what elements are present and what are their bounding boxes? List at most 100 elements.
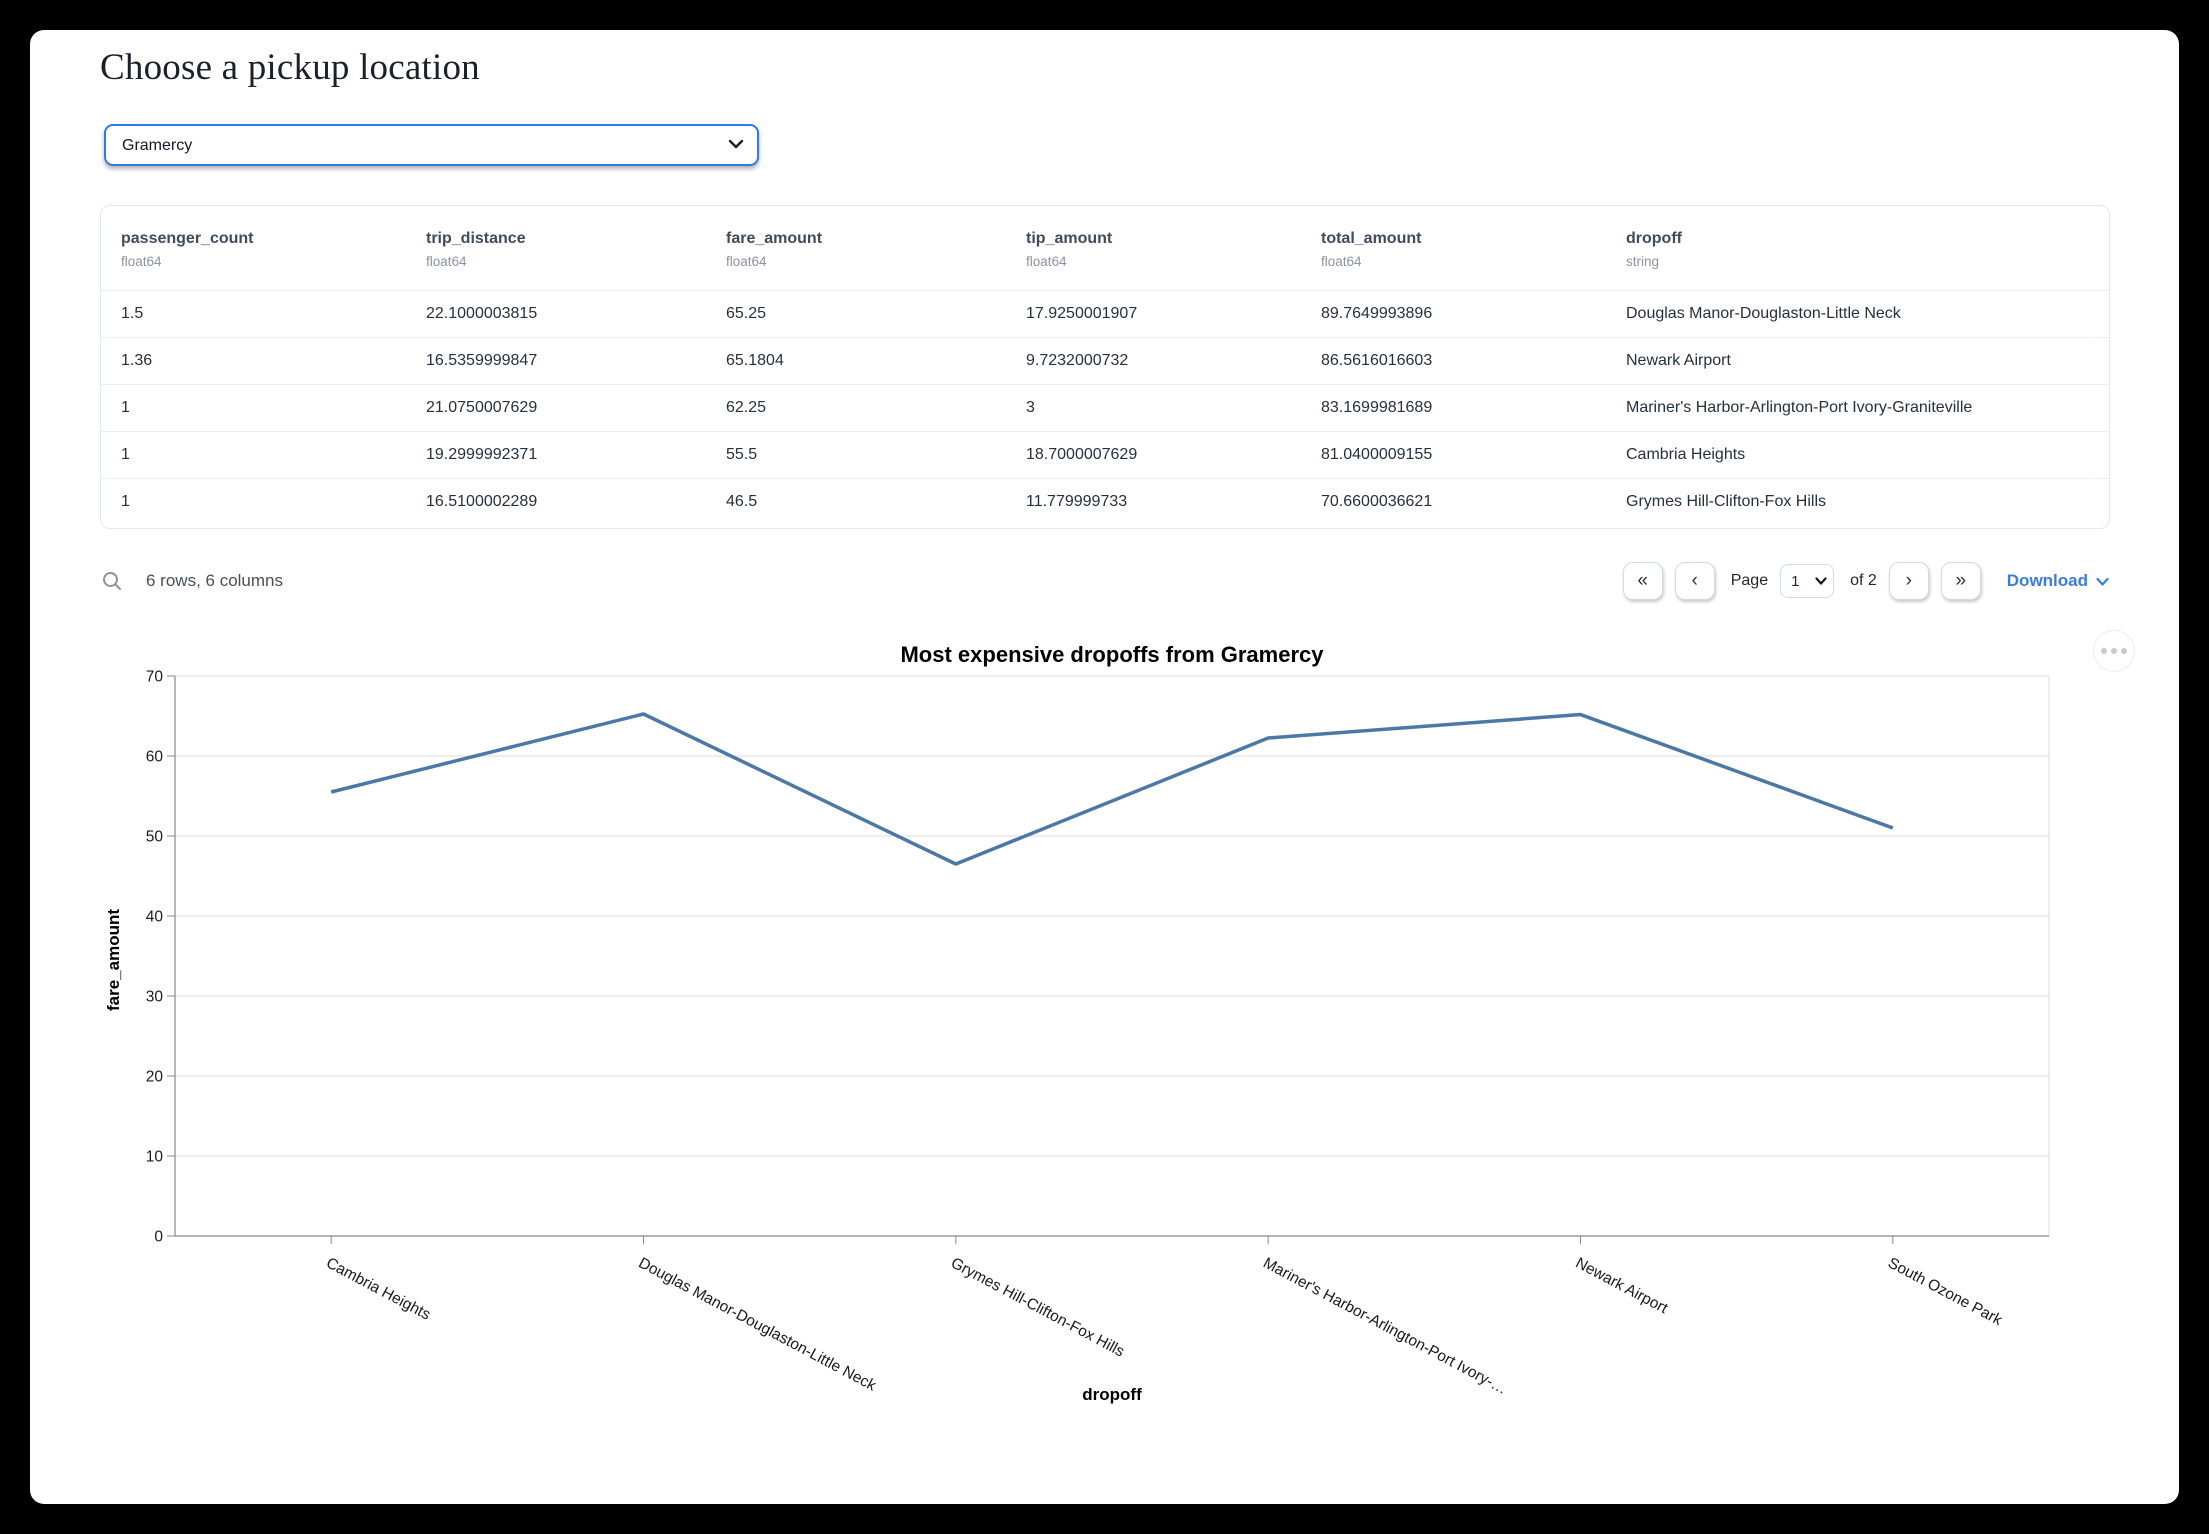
table-cell: 46.5 [726, 493, 758, 510]
page-select[interactable]: 1 [1780, 564, 1835, 598]
table-cell: 1 [121, 399, 130, 416]
table-row[interactable]: 1 21.0750007629 62.25 3 83.1699981689 Mariner… [101, 384, 2109, 431]
column-header: tip_amount float64 [1026, 226, 1321, 272]
column-name: trip_distance [426, 230, 526, 247]
table-cell: 3 [1026, 399, 1035, 416]
column-dtype: float64 [1321, 254, 1362, 269]
table-cell: 22.1000003815 [426, 305, 538, 322]
ellipsis-icon [2101, 648, 2107, 654]
table-cell: 55.5 [726, 446, 758, 463]
ellipsis-icon [2111, 648, 2117, 654]
table-cell: 19.2999992371 [426, 446, 538, 463]
y-tick-label: 50 [146, 829, 164, 846]
pagination: « ‹ Page 1 of 2 › » Download [1622, 562, 2110, 600]
y-tick-label: 40 [146, 909, 164, 926]
next-page-button[interactable]: › [1888, 562, 1929, 600]
column-dtype: float64 [121, 254, 162, 269]
table-cell: Mariner's Harbor-Arlington-Port Ivory-Gr… [1626, 399, 1973, 416]
page-select-wrap: 1 [1780, 564, 1835, 598]
x-tick-label: Douglas Manor-Douglaston-Little Neck [636, 1255, 879, 1395]
chart-title: Most expensive dropoffs from Gramercy [900, 642, 1324, 667]
x-tick-label: Grymes Hill-Clifton-Fox Hills [948, 1255, 1127, 1361]
y-axis-label: fare_amount [104, 909, 123, 1011]
page-label: Page [1730, 572, 1769, 589]
x-axis-label: dropoff [1082, 1385, 1142, 1404]
column-name: total_amount [1321, 230, 1422, 247]
column-header: fare_amount float64 [726, 226, 1026, 272]
ellipsis-icon [2121, 648, 2127, 654]
table-cell: 16.5359999847 [426, 352, 538, 369]
fare-line-chart: Most expensive dropoffs from Gramercy 0 10… [104, 642, 2050, 1404]
table-cell: 62.25 [726, 399, 767, 416]
table-footer-left: 6 rows, 6 columns [100, 569, 283, 593]
first-page-button[interactable]: « [1622, 562, 1663, 600]
column-name: passenger_count [121, 230, 254, 247]
download-label: Download [2006, 571, 2088, 590]
prev-page-button[interactable]: ‹ [1674, 562, 1715, 600]
y-tick-label: 60 [146, 749, 164, 766]
y-tick-label: 70 [146, 669, 164, 686]
column-header: passenger_count float64 [121, 226, 426, 272]
table-summary: 6 rows, 6 columns [146, 571, 283, 590]
table-cell: 11.779999733 [1026, 493, 1128, 510]
data-line [330, 712, 1894, 866]
page-count-label: of 2 [1850, 572, 1877, 589]
column-dtype: float64 [426, 254, 467, 269]
table-row[interactable]: 1.5 22.1000003815 65.25 17.9250001907 89.764… [101, 290, 2109, 337]
pickup-location-select-wrap: Gramercy [104, 124, 759, 166]
chevron-down-icon [2096, 577, 2109, 586]
y-tick-label: 20 [146, 1069, 164, 1086]
table-cell: 18.7000007629 [1026, 446, 1138, 463]
x-tick-label: South Ozone Park [1885, 1255, 2005, 1330]
search-icon[interactable] [100, 569, 124, 593]
table-cell: 65.1804 [726, 352, 784, 369]
table-footer: 6 rows, 6 columns « ‹ Page 1 of 2 › » [100, 558, 2110, 604]
table-cell: 1.36 [121, 352, 153, 369]
table-cell: Newark Airport [1626, 352, 1731, 369]
y-tick-label: 0 [154, 1229, 163, 1246]
pickup-location-select[interactable]: Gramercy [104, 124, 759, 166]
table-body: 1.5 22.1000003815 65.25 17.9250001907 89.764… [101, 290, 2109, 525]
column-name: dropoff [1626, 230, 1682, 247]
table-cell: Douglas Manor-Douglaston-Little Neck [1626, 305, 1901, 322]
table-cell: 9.7232000732 [1026, 352, 1129, 369]
column-name: tip_amount [1026, 230, 1113, 247]
column-dtype: float64 [1026, 254, 1067, 269]
table-cell: Cambria Heights [1626, 446, 1746, 463]
notebook-card: Choose a pickup location Gramercy passen… [30, 30, 2179, 1504]
table-cell: 1 [121, 446, 130, 463]
table-cell: 83.1699981689 [1321, 399, 1433, 416]
y-tick-label: 30 [146, 989, 164, 1006]
x-tick-label: Mariner's Harbor-Arlington-Port Ivory-… [1260, 1255, 1509, 1398]
column-header: trip_distance float64 [426, 226, 726, 272]
table-cell: 65.25 [726, 305, 767, 322]
table-cell: 70.6600036621 [1321, 493, 1433, 510]
download-button[interactable]: Download [2007, 571, 2110, 591]
column-header: total_amount float64 [1321, 226, 1626, 272]
column-name: fare_amount [726, 230, 823, 247]
table-cell: 16.5100002289 [426, 493, 538, 510]
column-header: dropoff string [1626, 226, 2109, 272]
table-row[interactable]: 1 19.2999992371 55.5 18.7000007629 81.040000… [101, 431, 2109, 478]
chart-more-button[interactable] [2093, 630, 2135, 672]
table-row[interactable]: 1 16.5100002289 46.5 11.779999733 70.6600036… [101, 478, 2109, 525]
x-tick-label: Newark Airport [1573, 1255, 1671, 1318]
table-cell: 89.7649993896 [1321, 305, 1433, 322]
last-page-button[interactable]: » [1940, 562, 1981, 600]
table-row[interactable]: 1.36 16.5359999847 65.1804 9.7232000732 86.5… [101, 337, 2109, 384]
x-tick-label: Cambria Heights [323, 1255, 433, 1324]
table-cell: 86.5616016603 [1321, 352, 1433, 369]
page-title: Choose a pickup location [100, 47, 480, 88]
y-tick-label: 10 [146, 1149, 164, 1166]
table-cell: 81.0400009155 [1321, 446, 1433, 463]
table-cell: Grymes Hill-Clifton-Fox Hills [1626, 493, 1827, 510]
column-dtype: float64 [726, 254, 767, 269]
table-cell: 1.5 [121, 305, 144, 322]
table-cell: 21.0750007629 [426, 399, 538, 416]
column-dtype: string [1626, 254, 1660, 269]
table-cell: 1 [121, 493, 130, 510]
table-cell: 17.9250001907 [1026, 305, 1138, 322]
